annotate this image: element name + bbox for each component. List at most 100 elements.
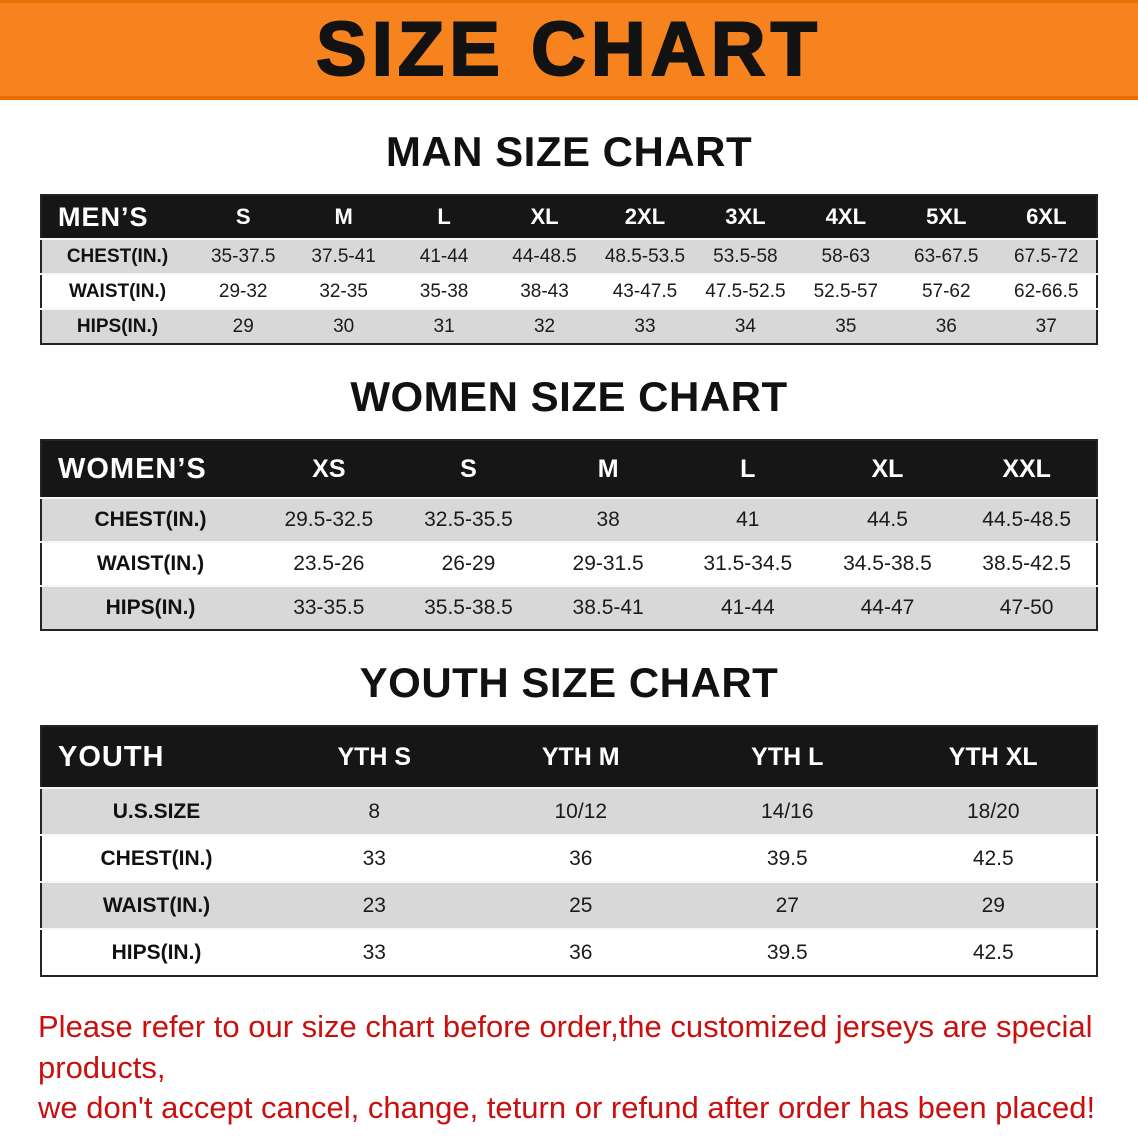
table-cell: 41 <box>736 508 760 532</box>
table-cell: 47-50 <box>999 596 1054 620</box>
table-cell: 35-37.5 <box>210 245 276 267</box>
table-cell: 25 <box>569 893 593 917</box>
women-waist-row: WAIST(IN.) 23.5-26 26-29 29-31.5 31.5-34… <box>41 542 1097 587</box>
disclaimer: Please refer to our size chart before or… <box>38 1007 1100 1128</box>
table-cell: 57-62 <box>921 280 971 302</box>
table-cell: 44-47 <box>860 596 915 620</box>
table-cell: 67.5-72 <box>1014 245 1079 267</box>
table-cell: 27 <box>775 893 799 917</box>
table-cell: 31 <box>433 315 455 337</box>
banner: SIZE CHART <box>0 0 1138 100</box>
table-cell: 23.5-26 <box>293 552 365 576</box>
youth-hips-row: HIPS(IN.) 33 36 39.5 42.5 <box>41 929 1097 977</box>
table-cell: 43-47.5 <box>612 280 678 302</box>
men-chest-row: CHEST(IN.) 35-37.5 37.5-41 41-44 44-48.5… <box>41 239 1097 275</box>
women-section: WOMEN SIZE CHART WOMEN’S XS S M L XL XXL <box>0 373 1138 632</box>
table-cell: 8 <box>368 799 381 823</box>
row-label: WAIST(IN.) <box>96 552 205 576</box>
size-column-header: S <box>398 440 539 499</box>
row-label: CHEST(IN.) <box>94 508 207 532</box>
table-cell: 18/20 <box>966 799 1020 823</box>
page-title: SIZE CHART <box>315 6 822 92</box>
table-cell: 37.5-41 <box>311 245 376 267</box>
table-cell: 32-35 <box>319 280 368 302</box>
table-cell: 26-29 <box>441 552 496 576</box>
table-cell: 35-38 <box>419 280 469 302</box>
men-header-row: MEN’S S M L XL 2XL 3XL 4XL 5XL 6XL <box>41 195 1097 240</box>
size-column-header: M <box>538 440 678 499</box>
table-cell: 14/16 <box>760 799 814 823</box>
table-cell: 29-31.5 <box>572 552 644 576</box>
size-column-header: S <box>193 195 294 240</box>
table-cell: 31.5-34.5 <box>703 552 793 576</box>
women-header-row: WOMEN’S XS S M L XL XXL <box>41 440 1097 499</box>
size-column-header: 6XL <box>996 195 1097 240</box>
table-cell: 44.5-48.5 <box>982 508 1072 532</box>
youth-section: YOUTH SIZE CHART YOUTH YTH S YTH M YTH L… <box>0 661 1138 978</box>
women-chest-row: CHEST(IN.) 29.5-32.5 32.5-35.5 38 41 44.… <box>41 498 1097 543</box>
youth-size-table: YOUTH YTH S YTH M YTH L YTH XL U.S.SIZE … <box>40 725 1098 978</box>
table-cell: 37 <box>1035 315 1057 337</box>
table-cell: 53.5-58 <box>713 245 778 267</box>
table-cell: 29.5-32.5 <box>284 508 374 532</box>
table-cell: 44.5 <box>867 508 908 532</box>
table-cell: 38.5-41 <box>572 596 644 620</box>
youth-header-row: YOUTH YTH S YTH M YTH L YTH XL <box>41 726 1097 789</box>
table-cell: 30 <box>333 315 355 337</box>
women-size-table: WOMEN’S XS S M L XL XXL CHEST(IN.) 29.5-… <box>40 439 1098 632</box>
men-hips-row: HIPS(IN.) 29 30 31 32 33 34 35 36 37 <box>41 309 1097 345</box>
size-column-header: XXL <box>957 440 1097 499</box>
table-cell: 33 <box>634 315 656 337</box>
table-cell: 32 <box>533 315 556 337</box>
table-cell: 36 <box>569 940 593 964</box>
table-cell: 47.5-52.5 <box>705 280 786 302</box>
men-waist-row: WAIST(IN.) 29-32 32-35 35-38 38-43 43-47… <box>41 274 1097 310</box>
table-cell: 41-44 <box>419 245 469 267</box>
table-cell: 29 <box>981 893 1005 917</box>
table-cell: 58-63 <box>821 245 871 267</box>
table-cell: 62-66.5 <box>1014 280 1079 302</box>
table-cell: 29-32 <box>218 280 268 302</box>
table-cell: 29 <box>232 315 254 337</box>
row-label: U.S.SIZE <box>112 799 201 823</box>
table-cell: 35 <box>835 315 857 337</box>
table-cell: 39.5 <box>766 846 808 870</box>
table-cell: 34.5-38.5 <box>843 552 932 576</box>
size-column-header: YTH S <box>271 726 478 789</box>
disclaimer-line-2: we don't accept cancel, change, teturn o… <box>38 1089 1096 1125</box>
table-cell: 33-35.5 <box>293 596 365 620</box>
size-column-header: XS <box>259 440 399 499</box>
men-section-heading: MAN SIZE CHART <box>385 128 753 175</box>
table-cell: 52.5-57 <box>813 280 879 302</box>
row-label: CHEST(IN.) <box>100 846 213 870</box>
size-column-header: XL <box>494 195 595 240</box>
men-table-title: MEN’S <box>41 195 193 240</box>
row-label: WAIST(IN.) <box>68 280 167 302</box>
table-cell: 39.5 <box>766 940 808 964</box>
table-cell: 10/12 <box>554 799 608 823</box>
size-column-header: 2XL <box>594 195 696 240</box>
table-cell: 32.5-35.5 <box>424 508 513 532</box>
men-section: MAN SIZE CHART MEN’S S M L XL 2XL 3XL 4X… <box>0 128 1138 346</box>
women-table-title: WOMEN’S <box>41 440 259 499</box>
youth-chest-row: CHEST(IN.) 33 36 39.5 42.5 <box>41 835 1097 883</box>
table-cell: 48.5-53.5 <box>604 245 686 267</box>
youth-waist-row: WAIST(IN.) 23 25 27 29 <box>41 882 1097 930</box>
disclaimer-line-1: Please refer to our size chart before or… <box>38 1009 1093 1085</box>
row-label: HIPS(IN.) <box>76 315 159 337</box>
size-column-header: L <box>393 195 495 240</box>
size-column-header: L <box>677 440 818 499</box>
table-cell: 42.5 <box>972 940 1014 964</box>
table-cell: 38-43 <box>520 280 569 302</box>
row-label: HIPS(IN.) <box>111 940 202 964</box>
size-column-header: 3XL <box>695 195 796 240</box>
table-cell: 36 <box>935 315 957 337</box>
table-cell: 33 <box>362 846 386 870</box>
table-cell: 44-48.5 <box>512 245 577 267</box>
size-column-header: 5XL <box>896 195 997 240</box>
row-label: WAIST(IN.) <box>102 893 211 917</box>
women-section-heading: WOMEN SIZE CHART <box>350 373 788 421</box>
table-cell: 63-67.5 <box>914 245 979 267</box>
table-cell: 42.5 <box>972 846 1014 870</box>
